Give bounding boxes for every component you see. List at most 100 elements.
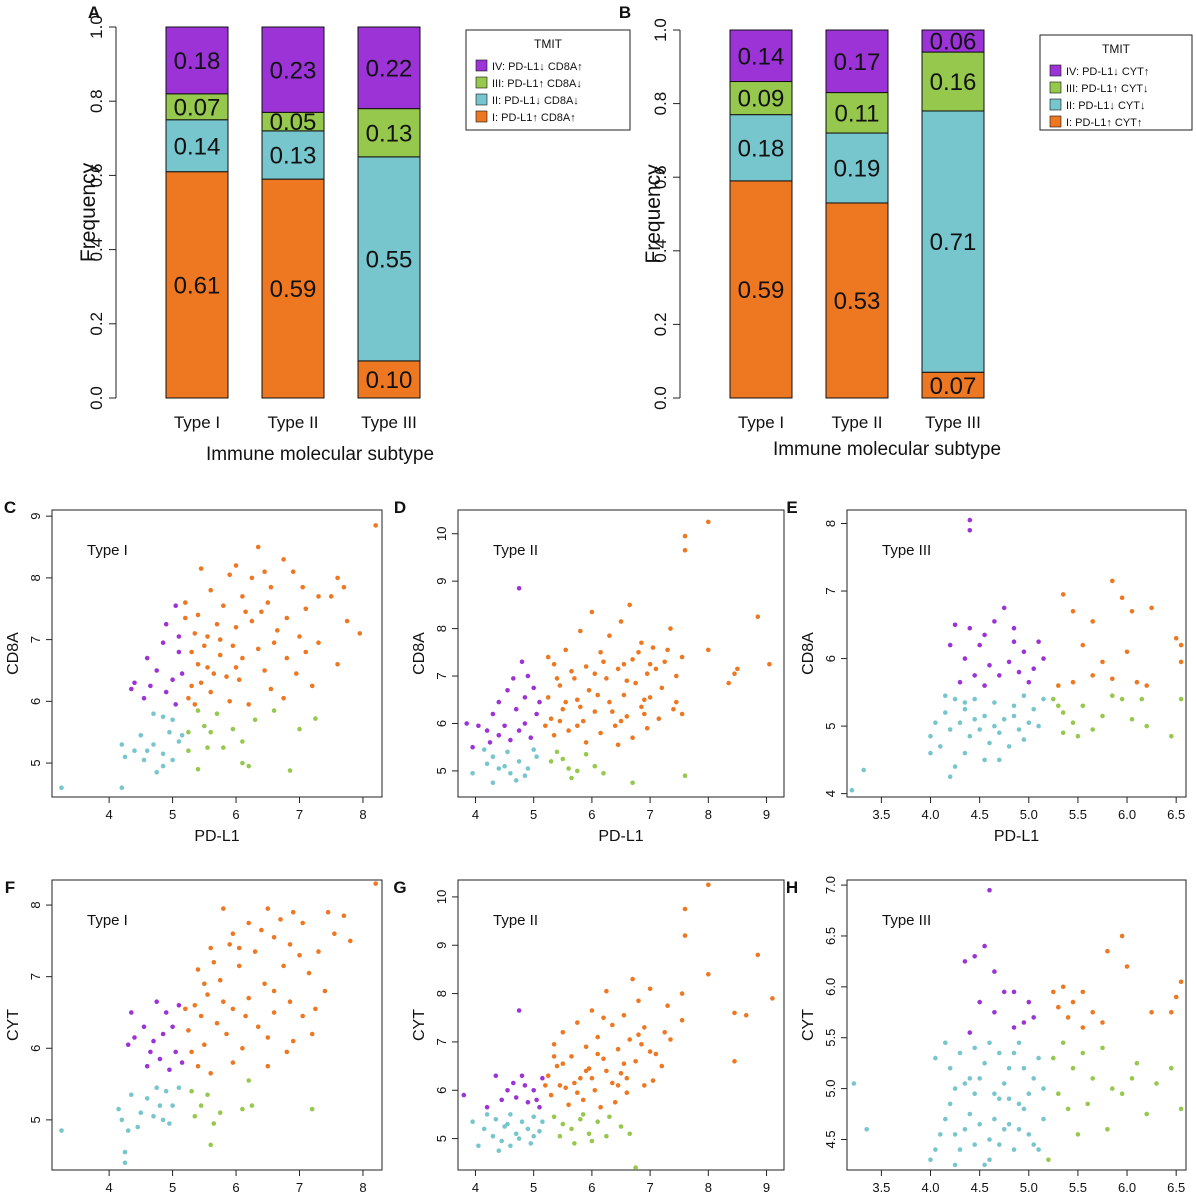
x-tick-label: 5.0 — [1020, 807, 1038, 822]
y-tick-label: 4 — [823, 790, 838, 797]
scatter-point — [163, 689, 169, 695]
scatter-point — [499, 1138, 505, 1144]
scatter-point — [224, 1031, 229, 1037]
scatter-point — [1065, 1106, 1071, 1112]
scatter-point — [1051, 696, 1056, 702]
scatter-point — [525, 673, 531, 679]
scatter-point — [548, 1092, 554, 1098]
y-tick-label: 5 — [434, 767, 449, 774]
scatter-point — [1026, 1132, 1032, 1137]
scatter-point — [464, 721, 470, 726]
x-tick-label: 6.5 — [1167, 1180, 1185, 1195]
scatter-point — [227, 699, 232, 704]
scatter-point — [534, 1097, 539, 1103]
scatter-point — [1110, 1086, 1115, 1091]
scatter-point — [1178, 696, 1184, 702]
legend-title: TMIT — [534, 37, 563, 51]
scatter-point — [928, 1157, 933, 1163]
legend-swatch — [475, 93, 488, 106]
category-label: Type III — [361, 413, 417, 432]
scatter-point — [224, 674, 229, 679]
scatter-point — [1085, 1101, 1090, 1107]
scatter-point — [151, 742, 156, 747]
y-tick-label: 4.5 — [823, 1130, 838, 1148]
y-tick-label: 9 — [28, 513, 43, 520]
scatter-point — [607, 699, 612, 705]
scatter-point — [977, 999, 982, 1005]
x-tick-label: 4.0 — [921, 807, 939, 822]
panel-letter-h: H — [786, 878, 798, 897]
scatter-point — [205, 1092, 210, 1098]
y-tick-label: 1.0 — [651, 18, 670, 42]
scatter-point — [962, 706, 968, 712]
x-tick-label: 4.0 — [921, 1180, 939, 1195]
legend-title: TMIT — [1102, 42, 1131, 56]
scatter-point — [505, 1088, 510, 1093]
scatter-point — [982, 632, 987, 638]
scatter-point — [1075, 1132, 1081, 1137]
plot-frame — [846, 879, 1187, 1171]
scatter-point — [132, 748, 137, 753]
scatter-point — [1169, 1010, 1174, 1015]
scatter-point — [992, 1091, 997, 1096]
scatter-point — [627, 1037, 632, 1042]
scatter-point — [560, 1030, 566, 1035]
scatter-point — [1011, 1147, 1017, 1152]
bar-segment — [261, 178, 325, 399]
y-tick-label: 5.5 — [823, 1029, 838, 1047]
scatter-point — [642, 1083, 647, 1088]
scatter-point — [583, 740, 589, 745]
category-label: Type II — [831, 413, 882, 432]
scatter-point — [933, 1147, 938, 1152]
scatter-point — [967, 517, 973, 523]
scatter-point — [583, 1044, 589, 1050]
scatter-point — [470, 1119, 475, 1124]
scatter-point — [508, 737, 513, 743]
scatter-point — [499, 1097, 505, 1103]
bar-value-label: 0.17 — [834, 49, 881, 76]
scatter-point — [348, 938, 353, 944]
y-axis-title: Frequency — [77, 162, 100, 262]
scatter-point — [957, 679, 963, 685]
scatter-point — [303, 606, 309, 612]
scatter-point — [1144, 683, 1149, 688]
scatter-point — [653, 666, 659, 672]
scatter-point — [1021, 1106, 1027, 1112]
scatter-point — [732, 1059, 737, 1064]
scatter-point — [972, 1045, 977, 1051]
scatter-point — [962, 1081, 968, 1086]
scatter-point — [583, 752, 589, 757]
scatter-point — [262, 668, 267, 673]
scatter-point — [598, 730, 603, 736]
bar-segment — [729, 81, 793, 116]
scatter-point — [230, 1006, 236, 1012]
scatter-point — [313, 716, 318, 721]
scatter-point — [502, 763, 507, 769]
y-tick-label: 6 — [823, 655, 838, 662]
scatter-point — [1056, 1091, 1061, 1096]
bar-segment — [165, 171, 229, 399]
scatter-point — [624, 678, 630, 684]
scatter-point — [1016, 1101, 1022, 1107]
scatter-point — [144, 748, 150, 753]
scatter-point — [1090, 727, 1095, 732]
scatter-point — [1026, 1091, 1032, 1096]
scatter-point — [997, 730, 1002, 736]
x-tick-label: 6.5 — [1167, 807, 1185, 822]
panel-e-chart: 3.5 4.0 4.5 5.0 5.5 6.0 6.5 4 5 6 7 8 Type III PD-L1 C… — [800, 509, 1187, 845]
scatter-point — [755, 952, 761, 958]
scatter-point — [992, 723, 997, 729]
scatter-point — [662, 659, 667, 665]
x-tick-label: 3.5 — [872, 1180, 890, 1195]
scatter-point — [982, 1162, 987, 1168]
scatter-point — [630, 976, 635, 982]
scatter-point — [281, 695, 286, 701]
y-axis-title: CD8A — [800, 632, 817, 675]
scatter-point — [569, 1054, 574, 1059]
scatter-point — [344, 618, 350, 624]
scatter-point — [633, 1059, 638, 1064]
scatter-point — [972, 954, 977, 959]
scatter-point — [1001, 605, 1007, 611]
scatter-point — [151, 711, 156, 716]
scatter-point — [496, 733, 502, 738]
